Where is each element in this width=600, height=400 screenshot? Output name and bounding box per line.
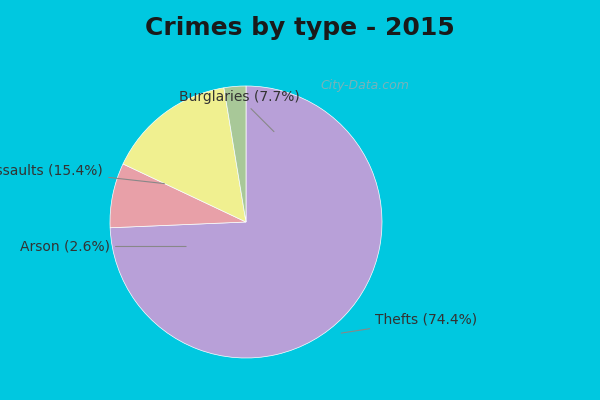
Wedge shape bbox=[123, 88, 246, 222]
Wedge shape bbox=[110, 164, 246, 228]
Text: Crimes by type - 2015: Crimes by type - 2015 bbox=[145, 16, 455, 40]
Text: Assaults (15.4%): Assaults (15.4%) bbox=[0, 163, 164, 184]
Wedge shape bbox=[224, 86, 246, 222]
Text: Thefts (74.4%): Thefts (74.4%) bbox=[341, 313, 478, 333]
Wedge shape bbox=[110, 86, 382, 358]
Text: Arson (2.6%): Arson (2.6%) bbox=[20, 240, 186, 254]
Text: Burglaries (7.7%): Burglaries (7.7%) bbox=[179, 90, 299, 132]
Text: City-Data.com: City-Data.com bbox=[320, 79, 409, 92]
